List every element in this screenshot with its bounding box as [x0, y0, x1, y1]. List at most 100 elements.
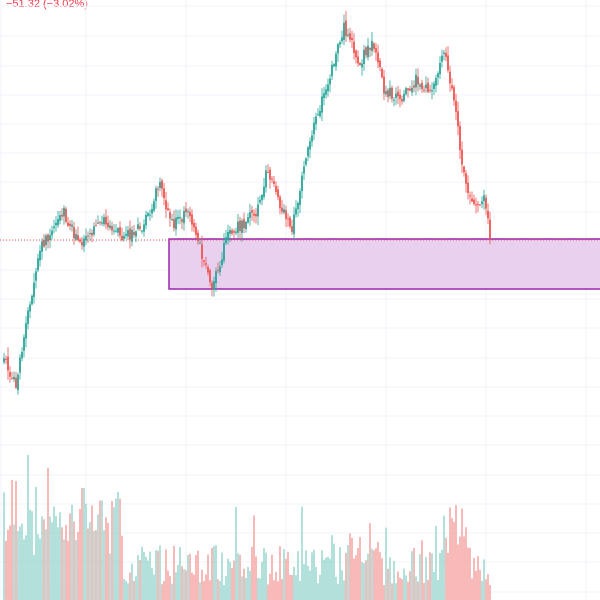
- volume-bar: [459, 536, 461, 600]
- candle-up: [153, 201, 155, 211]
- candle-down: [193, 222, 195, 228]
- candle-down: [409, 88, 411, 91]
- volume-bar: [43, 519, 45, 600]
- candle-up: [441, 55, 443, 62]
- candle-down: [453, 87, 455, 101]
- candle-up: [171, 219, 173, 221]
- volume-bar: [93, 531, 95, 600]
- volume-bar: [47, 467, 49, 600]
- volume-bar: [461, 508, 463, 600]
- volume-bar: [7, 529, 9, 600]
- candle-down: [465, 173, 467, 184]
- volume-bar: [393, 561, 395, 600]
- volume-bar: [487, 574, 489, 600]
- candle-down: [95, 225, 97, 227]
- volume-bar: [221, 552, 223, 600]
- volume-bar: [363, 563, 365, 600]
- candle-up: [299, 191, 301, 205]
- volume-bar: [369, 523, 371, 600]
- candle-up: [331, 64, 333, 77]
- candle-up: [321, 96, 323, 113]
- candle-up: [257, 204, 259, 217]
- volume-bar: [255, 556, 257, 600]
- volume-bar: [343, 580, 345, 600]
- candle-down: [275, 185, 277, 192]
- volume-bar: [395, 583, 397, 600]
- volume-bar: [433, 572, 435, 600]
- candle-down: [489, 219, 491, 239]
- candle-down: [15, 377, 17, 388]
- candle-up: [237, 221, 239, 233]
- volume-bar: [277, 581, 279, 600]
- candle-down: [369, 47, 371, 50]
- candle-down: [197, 232, 199, 242]
- volume-bar: [187, 554, 189, 600]
- volume-bar: [435, 526, 437, 600]
- candle-up: [35, 271, 37, 281]
- volume-bar: [387, 568, 389, 600]
- candle-down: [469, 195, 471, 197]
- candle-up: [363, 49, 365, 64]
- volume-bar: [177, 564, 179, 600]
- candle-down: [365, 47, 367, 56]
- candle-down: [255, 213, 257, 217]
- volume-bar: [473, 558, 475, 600]
- volume-bar: [185, 570, 187, 600]
- candle-up: [85, 236, 87, 241]
- candle-up: [141, 230, 143, 232]
- volume-bar: [367, 553, 369, 600]
- candle-up: [341, 37, 343, 42]
- candle-up: [339, 42, 341, 45]
- candle-down: [111, 226, 113, 231]
- candle-up: [59, 215, 61, 221]
- candle-down: [345, 20, 347, 37]
- volume-bar: [79, 509, 81, 600]
- candle-up: [241, 220, 243, 233]
- volume-bar: [443, 515, 445, 600]
- volume-bar: [29, 509, 31, 600]
- candle-up: [221, 259, 223, 266]
- candle-down: [413, 85, 415, 88]
- candle-down: [281, 207, 283, 212]
- volume-bar: [163, 581, 165, 600]
- candle-down: [457, 111, 459, 127]
- candle-down: [185, 208, 187, 213]
- candle-up: [149, 214, 151, 216]
- candle-up: [29, 304, 31, 312]
- candle-up: [159, 181, 161, 188]
- candle-up: [145, 215, 147, 226]
- candle-down: [477, 203, 479, 205]
- candle-up: [125, 234, 127, 236]
- volume-bar: [225, 576, 227, 600]
- candle-up: [17, 374, 19, 391]
- volume-bar: [275, 571, 277, 600]
- candle-down: [65, 208, 67, 222]
- volume-bar: [463, 536, 465, 600]
- volume-bar: [251, 546, 253, 600]
- candle-up: [101, 222, 103, 224]
- candle-up: [53, 226, 55, 229]
- candle-up: [147, 213, 149, 216]
- volume-bar: [9, 525, 11, 600]
- volume-bar: [23, 539, 25, 600]
- volume-bar: [411, 551, 413, 600]
- volume-bar: [379, 552, 381, 600]
- candle-down: [201, 244, 203, 259]
- candle-up: [223, 242, 225, 261]
- volume-bar: [61, 527, 63, 600]
- candle-up: [433, 83, 435, 89]
- volume-bar: [91, 505, 93, 600]
- volume-bar: [349, 533, 351, 600]
- candle-down: [61, 214, 63, 217]
- volume-bar: [153, 574, 155, 600]
- volume-bar: [69, 513, 71, 600]
- candle-up: [305, 158, 307, 165]
- candle-up: [295, 208, 297, 215]
- volume-bar: [305, 550, 307, 600]
- volume-bar: [307, 565, 309, 600]
- volume-bar: [53, 506, 55, 600]
- support-zone-rectangle: [168, 238, 600, 290]
- volume-bar: [323, 559, 325, 600]
- volume-bar: [347, 545, 349, 600]
